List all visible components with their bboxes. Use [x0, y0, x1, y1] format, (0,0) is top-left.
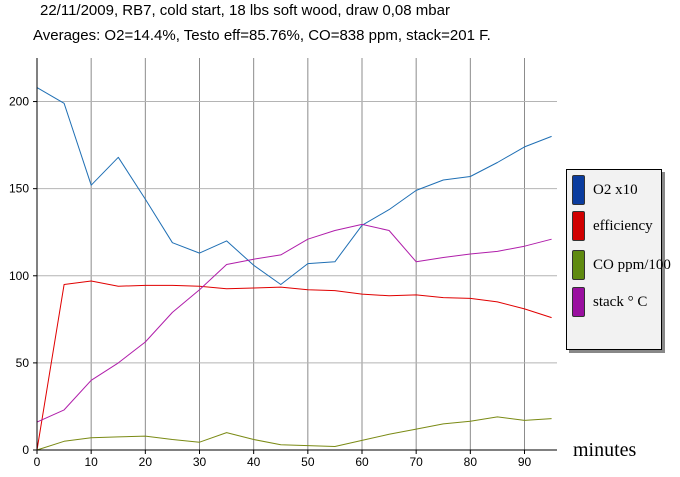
x-tick-label: 50	[301, 455, 315, 469]
legend-label-stack: stack ° C	[593, 294, 648, 310]
x-tick-label: 90	[518, 455, 532, 469]
y-tick-label: 100	[9, 269, 29, 283]
axis-layer	[33, 58, 557, 454]
legend: O2 x10 efficiency CO ppm/100 stack ° C	[566, 169, 671, 350]
legend-item-o2: O2 x10	[571, 175, 659, 207]
series-line-o2	[36, 87, 552, 285]
chart-subtitle: Averages: O2=14.4%, Testo eff=85.76%, CO…	[33, 27, 491, 44]
legend-item-stack: stack ° C	[571, 287, 659, 319]
grid-layer	[37, 58, 557, 450]
series-layer	[36, 87, 552, 451]
legend-label-co: CO ppm/100	[593, 257, 671, 273]
legend-item-co: CO ppm/100	[571, 250, 671, 282]
x-tick-label: 10	[84, 455, 98, 469]
legend-swatch-stack	[572, 287, 585, 317]
legend-swatch-o2	[572, 175, 585, 205]
legend-swatch-co	[572, 250, 585, 280]
x-tick-label: 0	[34, 455, 41, 469]
x-tick-label: 40	[247, 455, 261, 469]
x-axis-label: minutes	[573, 439, 637, 461]
y-tick-label: 0	[22, 443, 29, 457]
y-tick-label: 200	[9, 95, 29, 109]
legend-swatch-efficiency	[572, 211, 585, 241]
legend-label-o2: O2 x10	[593, 182, 638, 198]
legend-item-efficiency: efficiency	[571, 211, 659, 243]
x-tick-label: 20	[139, 455, 153, 469]
tick-labels: 0 10 20 30 40 50 60 70 80 90 0 50 100 150 200	[9, 95, 532, 469]
y-tick-label: 150	[9, 182, 29, 196]
x-tick-label: 30	[193, 455, 207, 469]
x-tick-label: 80	[464, 455, 478, 469]
y-tick-label: 50	[16, 356, 30, 370]
chart-title: 22/11/2009, RB7, cold start, 18 lbs soft…	[40, 2, 450, 19]
series-line-efficiency	[36, 280, 552, 451]
series-line-co	[36, 416, 552, 451]
x-tick-label: 70	[409, 455, 423, 469]
x-tick-label: 60	[355, 455, 369, 469]
series-line-stack	[36, 223, 552, 423]
legend-label-efficiency: efficiency	[593, 218, 653, 234]
